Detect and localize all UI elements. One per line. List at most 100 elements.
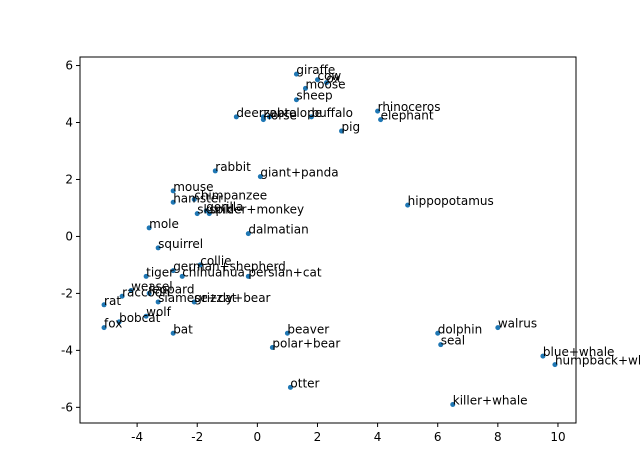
data-point — [191, 299, 197, 305]
data-point — [101, 302, 107, 308]
point-label: leopard — [149, 282, 194, 296]
point-label: hamster — [173, 191, 223, 205]
data-point — [269, 345, 275, 351]
point-label: pig — [342, 120, 361, 134]
data-point — [233, 114, 239, 120]
data-point — [143, 273, 149, 279]
point-label: giraffe — [296, 63, 335, 77]
data-point — [378, 117, 384, 123]
point-label: rhinoceros — [378, 100, 441, 114]
x-tick-label: 2 — [314, 430, 322, 444]
data-point — [155, 245, 161, 251]
data-point — [179, 273, 185, 279]
data-point — [257, 174, 263, 180]
data-point — [206, 211, 212, 217]
axes-frame — [79, 56, 577, 424]
point-label: raccoon — [122, 285, 170, 299]
point-label: weasel — [131, 280, 173, 294]
data-point — [245, 231, 251, 237]
data-point — [293, 71, 299, 77]
point-label: ox — [326, 72, 340, 86]
y-tick-label: -4 — [61, 343, 73, 357]
point-label: polar+bear — [272, 337, 340, 351]
point-label: sheep — [296, 89, 332, 103]
point-label: bat — [173, 322, 193, 336]
point-label: chimpanzee — [194, 188, 267, 202]
y-tick-label: 2 — [65, 172, 73, 186]
data-point — [128, 288, 134, 294]
point-label: persian+cat — [248, 265, 321, 279]
data-point — [339, 128, 345, 134]
data-point — [375, 108, 381, 114]
point-label: beaver — [287, 322, 329, 336]
data-points — [101, 71, 558, 407]
data-point — [284, 330, 290, 336]
data-point — [194, 211, 200, 217]
point-label: moose — [305, 77, 345, 91]
x-axis: -4 -2 0 2 4 6 8 10 — [131, 423, 566, 444]
point-label: tiger — [146, 265, 174, 279]
data-point — [191, 196, 197, 202]
data-point — [260, 117, 266, 123]
point-label: siamese+cat — [158, 291, 237, 305]
x-tick-label: 8 — [494, 430, 502, 444]
point-label: skunk — [197, 203, 232, 217]
data-point — [146, 225, 152, 231]
point-label: german+shepherd — [173, 260, 286, 274]
data-point — [197, 262, 203, 268]
point-label: elephant — [381, 109, 434, 123]
point-label: rat — [104, 294, 121, 308]
data-point — [101, 325, 107, 331]
x-tick-label: 10 — [550, 430, 565, 444]
point-label: gorilla — [206, 200, 243, 214]
point-label: collie — [200, 254, 231, 268]
point-label: fox — [104, 317, 122, 331]
point-label: antelope — [269, 106, 322, 120]
x-tick-label: 4 — [374, 430, 382, 444]
data-point — [146, 290, 152, 296]
data-point — [170, 199, 176, 205]
data-point — [266, 114, 272, 120]
point-label: horse — [263, 109, 297, 123]
data-point — [438, 342, 444, 348]
point-label: zebra — [263, 106, 297, 120]
point-label: chihuahua — [182, 265, 245, 279]
data-point — [323, 80, 329, 86]
data-point — [302, 85, 308, 91]
point-label: grizzly+bear — [194, 291, 270, 305]
data-point — [170, 188, 176, 194]
point-label: cow — [317, 69, 341, 83]
y-tick-label: -2 — [61, 286, 73, 300]
data-point — [308, 114, 314, 120]
y-tick-label: 4 — [65, 116, 73, 130]
point-label: deer — [236, 106, 263, 120]
data-point — [287, 384, 293, 390]
data-point — [435, 330, 441, 336]
data-point — [245, 273, 251, 279]
data-point — [540, 353, 546, 359]
x-tick-label: -4 — [131, 430, 143, 444]
point-label: wolf — [146, 305, 171, 319]
data-point — [143, 313, 149, 319]
data-point — [450, 401, 456, 407]
point-label: squirrel — [158, 237, 203, 251]
x-tick-label: -2 — [191, 430, 203, 444]
point-label: dolphin — [438, 322, 482, 336]
y-tick-label: -6 — [61, 400, 73, 414]
data-point — [495, 325, 501, 331]
point-label: hippopotamus — [408, 194, 494, 208]
data-point — [405, 202, 411, 208]
point-label: seal — [441, 334, 465, 348]
point-label: buffalo — [311, 106, 353, 120]
point-label: otter — [290, 376, 319, 390]
data-point — [552, 362, 558, 368]
y-tick-label: 6 — [65, 59, 73, 73]
data-point — [212, 168, 218, 174]
point-label: bobcat — [119, 311, 161, 325]
point-label: humpback+whale — [555, 354, 640, 368]
point-label: giant+panda — [260, 166, 338, 180]
x-tick-label: 0 — [254, 430, 262, 444]
